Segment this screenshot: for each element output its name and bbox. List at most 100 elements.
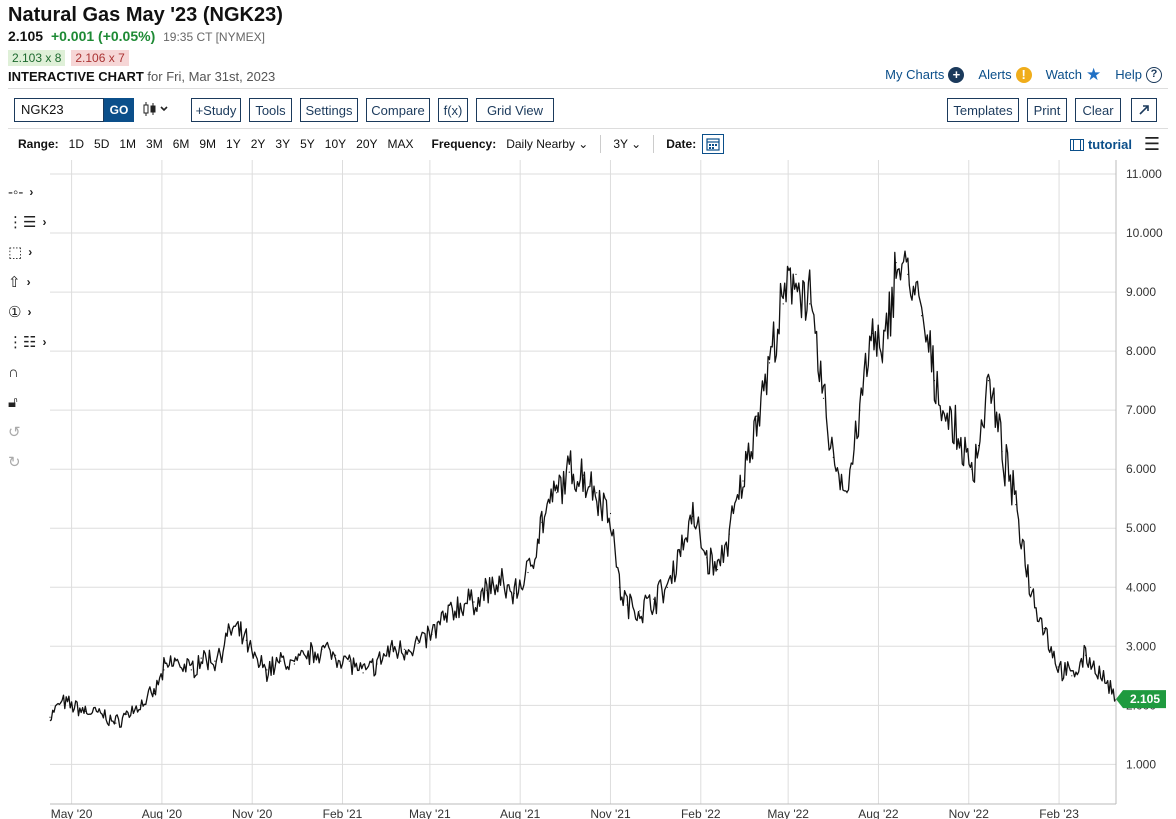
expand-button[interactable] [1131, 98, 1157, 122]
help-link[interactable]: Help? [1115, 66, 1162, 83]
data-point [1085, 654, 1087, 656]
range-option[interactable]: 1Y [226, 137, 241, 151]
my-charts-label: My Charts [885, 67, 945, 82]
alerts-link[interactable]: Alerts! [978, 66, 1032, 83]
tutorial-link[interactable]: tutorial [1069, 137, 1132, 152]
shape-tool[interactable]: ⬚ › [8, 240, 48, 264]
chevron-right-icon: › [42, 335, 47, 349]
data-point [527, 571, 529, 574]
my-charts-link[interactable]: My Charts + [885, 66, 965, 83]
x-tick-label: Nov '22 [949, 807, 990, 819]
fibonacci-icon: ⋮☰ [8, 214, 37, 231]
data-point [1015, 504, 1017, 506]
last-price: 2.105 [8, 28, 44, 44]
warning-icon: ! [1015, 66, 1032, 83]
divider [8, 88, 1168, 89]
last-price-badge-label: 2.105 [1130, 692, 1160, 706]
data-point [596, 492, 598, 494]
number-marker-icon: ① [8, 304, 22, 321]
period-select[interactable]: 3Y ⌄ [613, 137, 641, 151]
range-option[interactable]: 3Y [275, 137, 291, 151]
study-button[interactable]: +Study [191, 98, 241, 122]
print-button[interactable]: Print [1027, 98, 1067, 122]
data-point [49, 716, 51, 718]
magnet-icon: ∩ [8, 363, 19, 381]
last-price-badge: 2.105 [1116, 690, 1166, 709]
frequency-select[interactable]: Daily Nearby ⌄ [506, 137, 588, 151]
data-point [486, 589, 488, 591]
y-tick-label: 3.000 [1126, 639, 1156, 653]
range-option[interactable]: 1D [68, 137, 85, 151]
x-tick-label: Nov '21 [590, 807, 631, 819]
star-icon: ★ [1086, 65, 1102, 84]
range-option[interactable]: 9M [199, 137, 217, 151]
range-option[interactable]: 20Y [356, 137, 378, 151]
settings-button[interactable]: Settings [300, 98, 358, 122]
line-tool[interactable]: -◦- › [8, 180, 48, 204]
range-option[interactable]: 3M [146, 137, 163, 151]
data-point [362, 672, 364, 674]
data-point [163, 669, 165, 671]
range-option[interactable]: MAX [387, 137, 414, 151]
page-title: Natural Gas May '23 (NGK23) [8, 4, 283, 26]
x-tick-label: Feb '21 [323, 807, 363, 819]
function-button[interactable]: f(x) [438, 98, 468, 122]
range-bar: Range: 1D 5D 1M 3M 6M 9M 1Y 2Y 3Y 5Y 10Y… [18, 134, 725, 154]
y-tick-label: 5.000 [1126, 521, 1156, 535]
data-point [692, 515, 694, 517]
data-point [626, 604, 628, 606]
data-point [768, 362, 771, 364]
pattern-tool[interactable]: ⋮☷ › [8, 330, 48, 354]
compare-button[interactable]: Compare [366, 98, 430, 122]
fibonacci-tool[interactable]: ⋮☰ › [8, 210, 48, 234]
data-point [978, 445, 980, 447]
watch-link[interactable]: Watch ★ [1046, 66, 1102, 83]
chevron-right-icon: › [27, 305, 32, 319]
templates-button[interactable]: Templates [947, 98, 1019, 122]
data-point [473, 601, 475, 603]
data-point [126, 713, 128, 715]
quote-line: 2.105 +0.001 (+0.05%) 19:35 CT [NYMEX] [8, 28, 265, 44]
chevron-right-icon: › [29, 185, 34, 199]
range-option[interactable]: 10Y [324, 137, 347, 151]
undo-button[interactable]: ↺ [8, 420, 48, 444]
symbol-input[interactable]: NGK23 [14, 98, 104, 122]
price-chart[interactable]: 1.0002.0003.0004.0005.0006.0007.0008.000… [0, 160, 1176, 819]
lock-tool[interactable]: 🔓︎ [8, 390, 48, 414]
data-point [245, 639, 247, 641]
data-point [582, 474, 584, 476]
tools-button[interactable]: Tools [249, 98, 292, 122]
x-tick-label: Feb '23 [1039, 807, 1079, 819]
magnet-tool[interactable]: ∩ [8, 360, 48, 384]
annotation-tool[interactable]: ① › [8, 300, 48, 324]
data-point [822, 397, 825, 399]
rectangle-icon: ⬚ [8, 244, 23, 261]
data-point [1043, 628, 1045, 630]
data-point [756, 415, 758, 417]
range-option[interactable]: 6M [172, 137, 190, 151]
data-point [403, 648, 405, 650]
range-option[interactable]: 5Y [300, 137, 315, 151]
data-point [232, 628, 234, 630]
date-picker-button[interactable] [702, 134, 725, 154]
range-option[interactable]: 5D [94, 137, 110, 151]
menu-icon[interactable]: ☰ [1143, 134, 1160, 154]
range-option[interactable]: 2Y [250, 137, 266, 151]
chevron-right-icon: › [42, 215, 47, 229]
redo-button[interactable]: ↻ [8, 450, 48, 474]
go-button[interactable]: GO [104, 98, 134, 122]
x-tick-label: Nov '20 [232, 807, 273, 819]
data-point [987, 380, 990, 382]
data-point [706, 557, 708, 559]
data-point [872, 332, 874, 334]
data-point [921, 315, 923, 317]
date-label: Date: [666, 137, 697, 151]
top-links: My Charts + Alerts! Watch ★ Help? [885, 66, 1162, 83]
grid-view-button[interactable]: Grid View [476, 98, 554, 122]
arrow-tool[interactable]: ⇧ › [8, 270, 48, 294]
data-point [728, 533, 730, 535]
clear-button[interactable]: Clear [1075, 98, 1121, 122]
range-option[interactable]: 1M [119, 137, 137, 151]
chart-type-selector[interactable] [142, 101, 172, 120]
data-point [71, 704, 73, 706]
